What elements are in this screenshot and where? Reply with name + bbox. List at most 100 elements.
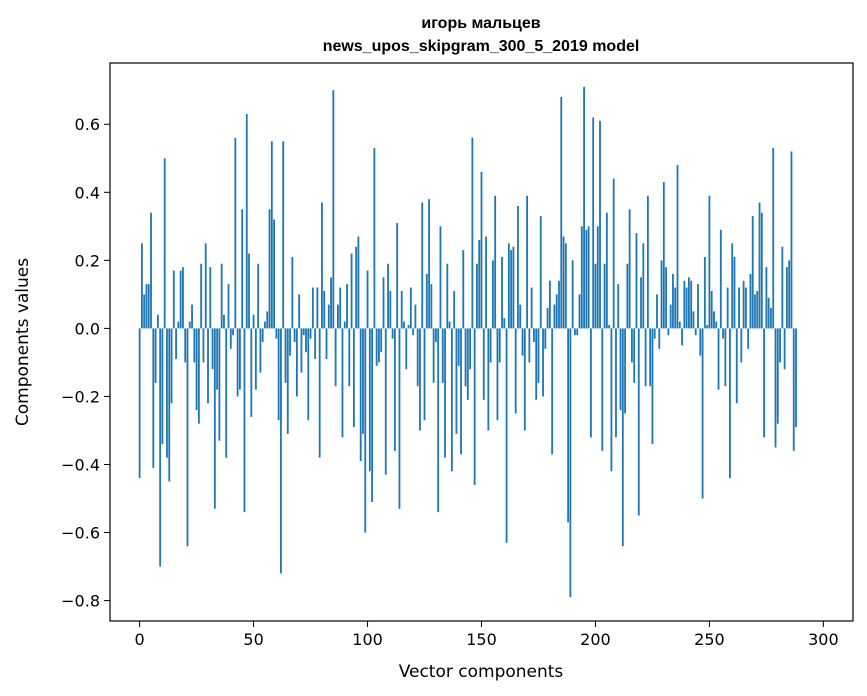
bar (280, 328, 282, 574)
bar (601, 328, 604, 451)
bar (605, 212, 608, 329)
chart-title-line-2: news_upos_skipgram_300_5_2019 model (323, 38, 640, 55)
bar (282, 141, 285, 329)
bar (594, 263, 597, 329)
bar (450, 328, 453, 472)
bar (521, 328, 524, 356)
bar (640, 277, 642, 329)
bar (687, 277, 690, 329)
bar (763, 328, 766, 438)
bar (765, 267, 768, 329)
bar (656, 294, 658, 329)
bar (179, 270, 182, 329)
plot-frame (109, 62, 854, 622)
bar (530, 287, 533, 329)
bar (635, 233, 638, 329)
bar (537, 328, 540, 383)
x-tick-label: 150 (466, 630, 497, 649)
bar (191, 304, 193, 329)
bar (193, 328, 196, 363)
bar (742, 280, 745, 329)
bar (154, 328, 157, 383)
bar (266, 311, 269, 329)
bar (211, 328, 214, 370)
bar (332, 90, 335, 329)
bar (184, 328, 187, 363)
bar (785, 267, 788, 329)
bar-series (138, 86, 797, 598)
bar (355, 246, 358, 329)
bar (507, 243, 510, 329)
bar (186, 328, 189, 547)
bar (713, 311, 715, 329)
bar (795, 328, 797, 428)
bar (419, 328, 421, 431)
bar (585, 229, 588, 329)
bar (717, 328, 720, 390)
bar (501, 256, 503, 329)
bar (145, 284, 148, 329)
bar (384, 328, 387, 475)
bar (448, 321, 451, 329)
bar (207, 328, 209, 404)
bar (197, 328, 200, 424)
bar (141, 243, 143, 329)
bar (311, 287, 314, 329)
bar (382, 277, 385, 329)
bar (439, 226, 442, 329)
bar (229, 328, 232, 349)
bar (270, 141, 273, 329)
bar (350, 253, 353, 329)
bar (366, 270, 369, 329)
bar (261, 328, 264, 342)
bar (779, 328, 781, 363)
bar (437, 328, 440, 513)
bar (567, 328, 570, 523)
bar (225, 328, 228, 458)
bar (227, 284, 230, 329)
bar (170, 328, 173, 404)
bar (302, 328, 305, 336)
bar (163, 158, 166, 329)
bar (715, 321, 718, 329)
bar (617, 284, 620, 329)
bar (405, 328, 408, 370)
bar (239, 328, 241, 390)
bar (553, 304, 556, 329)
bar (295, 328, 298, 397)
bar (612, 178, 615, 329)
bar (444, 328, 446, 458)
bar (615, 328, 617, 438)
bar (523, 328, 526, 431)
bar (478, 239, 481, 329)
bar (772, 148, 775, 329)
bar (790, 151, 793, 329)
bar (571, 260, 574, 329)
bar (758, 202, 761, 329)
bar (708, 195, 711, 329)
bar (580, 226, 583, 329)
bar (346, 284, 348, 329)
bar (738, 287, 740, 329)
bar (519, 304, 522, 329)
chart-title-line-1: игорь мальцев (421, 15, 540, 32)
bar (314, 328, 317, 360)
bar (528, 328, 531, 363)
bar (747, 328, 750, 349)
bar (642, 243, 645, 329)
y-tick-label: 0.2 (75, 251, 100, 270)
bar (555, 294, 558, 329)
bar (423, 328, 426, 421)
bar (542, 328, 544, 397)
bar (539, 216, 542, 329)
bar (432, 328, 435, 383)
bar (754, 294, 756, 329)
bar (357, 236, 360, 329)
y-tick-label: 0.6 (75, 115, 100, 134)
bar (218, 328, 221, 441)
bar (188, 321, 191, 329)
bar (626, 263, 629, 329)
bar (592, 117, 595, 329)
bar (665, 267, 668, 329)
bar (731, 243, 734, 329)
